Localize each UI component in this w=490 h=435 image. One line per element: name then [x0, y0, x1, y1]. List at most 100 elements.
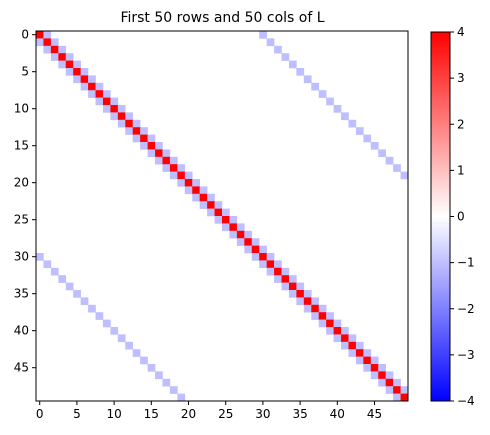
heatmap-cell [117, 105, 126, 113]
heatmap-cell [385, 156, 394, 165]
heatmap-cell [132, 134, 141, 143]
heatmap-cell [95, 97, 104, 106]
heatmap-cell [58, 60, 67, 69]
heatmap-cell [110, 97, 119, 106]
x-tick-label: 0 [36, 407, 44, 421]
heatmap-cell [236, 230, 245, 239]
y-tick-label: 20 [14, 176, 29, 190]
heatmap-cell [65, 60, 74, 69]
x-tick-label: 15 [144, 407, 159, 421]
heatmap-cell [140, 127, 148, 135]
y-tick-label: 35 [14, 287, 29, 301]
heatmap-cell [229, 223, 238, 232]
heatmap-cell [266, 253, 275, 261]
heatmap-cell [318, 304, 327, 313]
heatmap-cell [88, 75, 96, 84]
heatmap-cell [385, 371, 394, 380]
heatmap-cell [65, 282, 74, 291]
heatmap-cell [259, 31, 267, 39]
x-tick-label: 35 [292, 407, 307, 421]
heatmap-cell [244, 238, 253, 246]
heatmap-cell [311, 82, 320, 91]
heatmap-cell [341, 112, 349, 121]
heatmap-cell [214, 201, 223, 209]
colorbar-tick-label: −3 [457, 348, 475, 362]
heatmap-cell [177, 171, 186, 180]
heatmap-cell [311, 304, 320, 313]
heatmap-cell [244, 230, 253, 239]
x-tick-label: 25 [218, 407, 233, 421]
heatmap-cell [80, 68, 89, 76]
heatmap-cell [192, 186, 200, 195]
heatmap-cell [288, 290, 297, 298]
heatmap-cell [80, 75, 89, 84]
heatmap-cell [400, 386, 409, 394]
heatmap-cell [311, 312, 320, 320]
heatmap-cell [169, 156, 178, 165]
heatmap-cell [177, 164, 186, 172]
y-tick-label: 5 [21, 65, 29, 79]
heatmap-cell [177, 393, 186, 402]
heatmap-cell [236, 223, 245, 232]
y-tick-label: 40 [14, 324, 29, 338]
heatmap-cell [199, 186, 208, 195]
heatmap-cell [288, 60, 297, 69]
heatmap-cell [73, 68, 81, 76]
heatmap-cell [36, 38, 44, 47]
colorbar-tick-label: 1 [457, 163, 465, 177]
heatmap-cell [140, 142, 148, 150]
heatmap-cell [102, 105, 111, 113]
heatmap-cell [378, 149, 386, 158]
y-tick-label: 45 [14, 361, 29, 375]
heatmap-cell [378, 378, 386, 387]
heatmap-cell [162, 164, 171, 172]
colorbar-ticks: 4 3 2 1 0 −1 −2 −3 −4 [450, 25, 475, 408]
heatmap-cell [385, 378, 394, 387]
heatmap-cell [355, 356, 364, 365]
heatmap-cell [348, 119, 357, 128]
colorbar-tick-label: 0 [457, 210, 465, 224]
heatmap-cell [333, 334, 342, 343]
heatmap-cell [147, 364, 156, 372]
y-tick-label: 15 [14, 139, 29, 153]
heatmap-cell [363, 356, 372, 365]
colorbar-tick-label: −1 [457, 256, 475, 270]
heatmap-cell [140, 356, 148, 365]
heatmap-cell [214, 216, 223, 224]
heatmap-cell [162, 156, 171, 165]
heatmap-cell [117, 112, 126, 121]
heatmap-cell [281, 53, 290, 61]
heatmap-cell [65, 68, 74, 76]
heatmap-cell [326, 319, 334, 328]
heatmap-cell [244, 245, 253, 254]
heatmap-cell [125, 112, 134, 121]
heatmap-cell [184, 179, 193, 187]
heatmap-cell [192, 193, 200, 202]
heatmap-cell [266, 267, 275, 276]
colorbar-tick-label: 2 [457, 117, 465, 131]
heatmap-cell [288, 275, 297, 283]
heatmap-cell [251, 238, 260, 246]
heatmap-cell [296, 282, 305, 291]
heatmap-cell [251, 245, 260, 254]
heatmap-cell [50, 38, 59, 47]
heatmap-cells [36, 31, 409, 402]
heatmap-cell [73, 290, 81, 298]
y-tick-label: 30 [14, 250, 29, 264]
heatmap-cell [281, 282, 290, 291]
heatmap-cell [147, 134, 156, 143]
heatmap-cell [266, 260, 275, 269]
x-tick-label: 10 [106, 407, 121, 421]
heatmap-cell [102, 97, 111, 106]
heatmap-cell [274, 260, 282, 269]
heatmap-cell [303, 297, 312, 306]
heatmap-cell [370, 142, 379, 150]
heatmap-cell [341, 334, 349, 343]
heatmap-cell [132, 119, 141, 128]
heatmap-cell [73, 75, 81, 84]
heatmap-cell [370, 356, 379, 365]
heatmap-cell [50, 45, 59, 54]
heatmap-cell [155, 149, 163, 158]
heatmap-cell [43, 45, 52, 54]
